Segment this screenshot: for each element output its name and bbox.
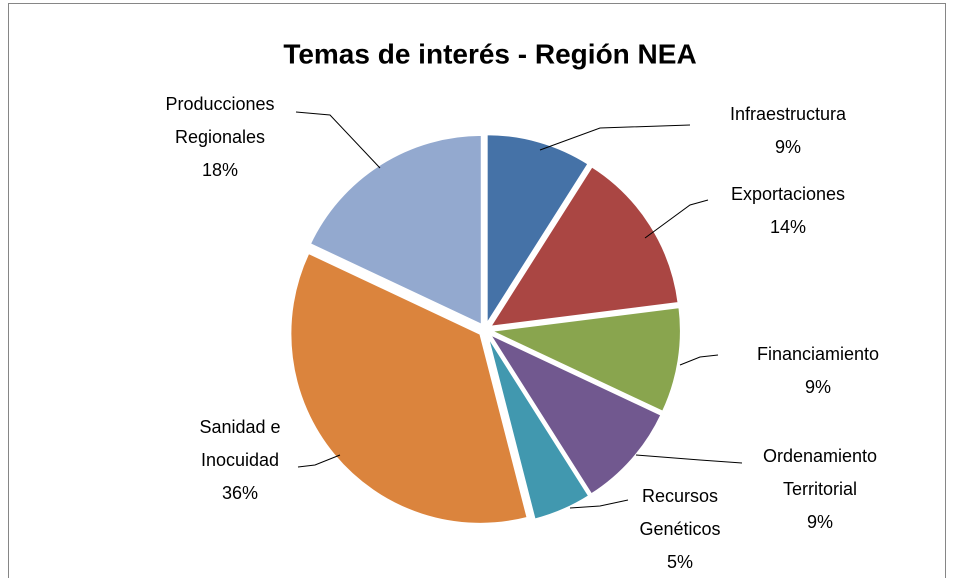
pie-slice	[308, 133, 483, 327]
slice-value-label: 9%	[775, 137, 801, 157]
slice-value-label: 36%	[222, 483, 258, 503]
slice-label: Producciones Regionales	[165, 94, 274, 147]
leader-line	[679, 354, 719, 366]
slice-value-label: 18%	[202, 160, 238, 180]
label-line: Regionales	[175, 127, 265, 147]
pie-slice	[488, 164, 680, 329]
label-line: Sanidad e	[199, 417, 280, 437]
leader-line	[295, 111, 381, 169]
label-line: Ordenamiento	[763, 446, 877, 466]
slice-label: Sanidad e Inocuidad	[199, 417, 280, 470]
leader-line	[635, 454, 743, 464]
label-line: Genéticos	[639, 519, 720, 539]
leader-line	[297, 454, 341, 468]
label-line: Producciones	[165, 94, 274, 114]
slice-value-label: 9%	[807, 512, 833, 532]
slice-label: Recursos Genéticos	[639, 486, 720, 539]
label-line: Inocuidad	[201, 450, 279, 470]
slice-value-label: 5%	[667, 552, 693, 572]
leader-line	[539, 124, 691, 151]
slice-value-label: 14%	[770, 217, 806, 237]
label-line: Territorial	[783, 479, 857, 499]
slice-label: Ordenamiento Territorial	[763, 446, 877, 499]
pie-slice	[486, 334, 591, 521]
chart-title: Temas de interés - Región NEA	[283, 38, 696, 69]
pie-slice	[485, 133, 590, 328]
slice-label: Financiamiento	[757, 344, 879, 364]
pie-slice	[487, 306, 682, 414]
leader-line	[644, 199, 709, 239]
pie-slice	[486, 331, 663, 496]
label-line: Recursos	[642, 486, 718, 506]
pie-slice	[289, 251, 529, 525]
slice-label: Infraestructura	[730, 104, 847, 124]
slice-value-label: 9%	[805, 377, 831, 397]
leader-line	[569, 499, 629, 509]
slice-label: Exportaciones	[731, 184, 845, 204]
